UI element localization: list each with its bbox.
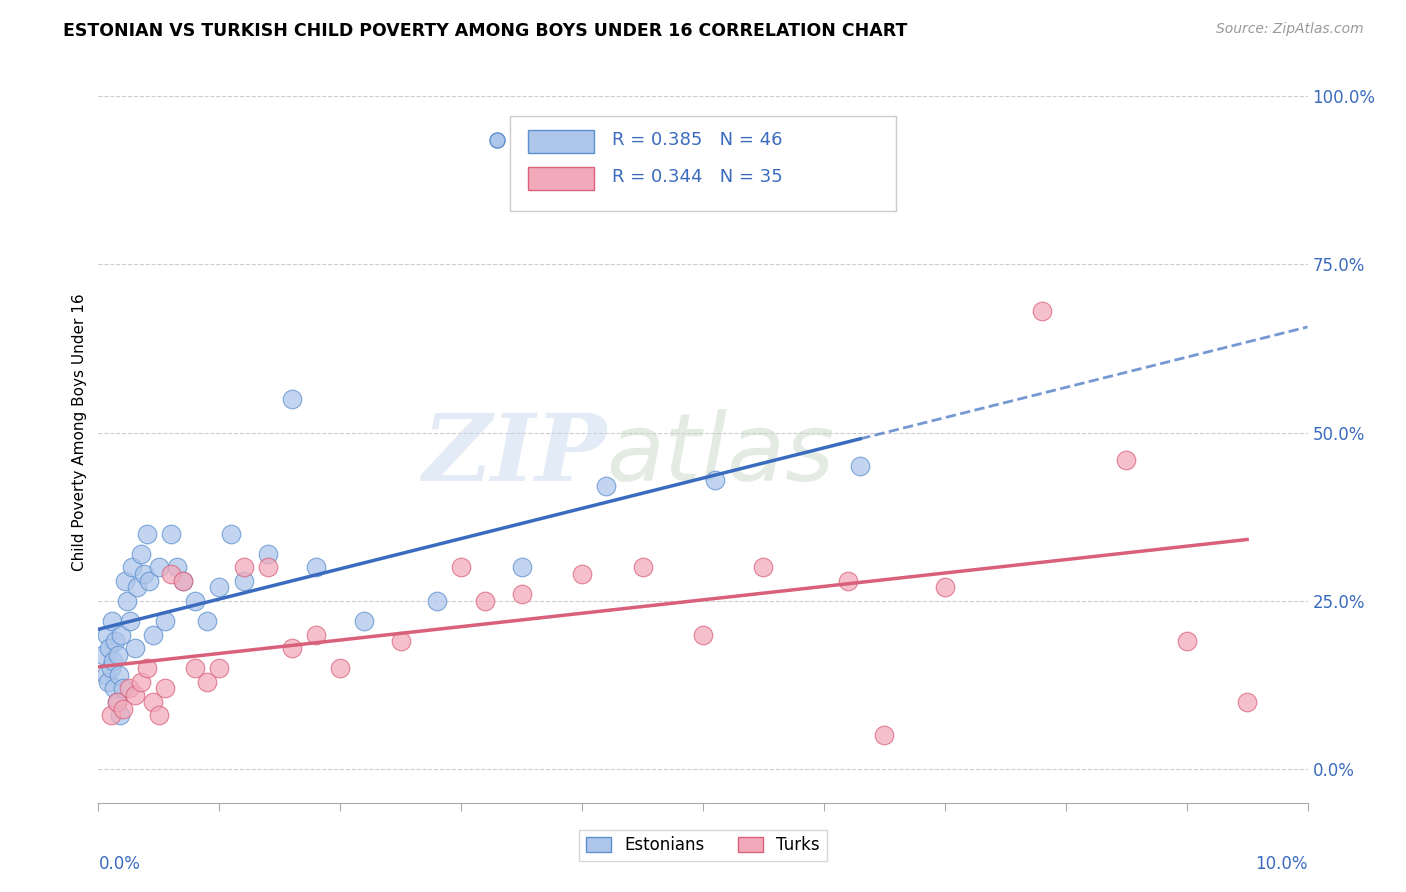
Point [221, 526, 243, 541]
Text: 0.0%: 0.0% [98, 855, 141, 872]
Point [1031, 304, 1053, 318]
Text: Source: ZipAtlas.com: Source: ZipAtlas.com [1216, 22, 1364, 37]
Point [117, 594, 139, 608]
Point [426, 594, 449, 608]
Point [129, 547, 152, 561]
Point [704, 473, 727, 487]
Point [153, 681, 176, 696]
Point [752, 560, 775, 574]
Point [108, 708, 131, 723]
Point [1115, 452, 1137, 467]
Legend: Estonians, Turks: Estonians, Turks [579, 830, 827, 861]
Point [153, 614, 176, 628]
Point [281, 392, 304, 406]
Point [172, 574, 194, 588]
Text: atlas: atlas [606, 409, 835, 500]
Point [329, 661, 352, 675]
Point [208, 581, 231, 595]
Point [94, 668, 117, 682]
Point [510, 560, 533, 574]
Point [100, 614, 122, 628]
FancyBboxPatch shape [509, 116, 897, 211]
Point [100, 708, 122, 723]
Point [837, 574, 859, 588]
Point [103, 681, 125, 696]
Text: R = 0.344   N = 35: R = 0.344 N = 35 [613, 168, 783, 186]
Point [124, 688, 146, 702]
Point [118, 614, 141, 628]
Point [121, 560, 143, 574]
Point [105, 695, 128, 709]
Point [138, 574, 160, 588]
Point [129, 674, 152, 689]
Point [148, 560, 170, 574]
Point [692, 627, 714, 641]
Point [135, 661, 157, 675]
Point [127, 581, 149, 595]
Point [100, 661, 122, 675]
Point [595, 479, 617, 493]
Point [97, 674, 120, 689]
Point [353, 614, 375, 628]
Point [184, 661, 207, 675]
Point [232, 574, 254, 588]
Point [486, 133, 509, 147]
FancyBboxPatch shape [527, 167, 595, 190]
Point [305, 560, 328, 574]
FancyBboxPatch shape [527, 129, 595, 153]
Point [934, 581, 956, 595]
Point [195, 674, 218, 689]
Point [474, 594, 496, 608]
Point [184, 594, 207, 608]
Text: R = 0.385   N = 46: R = 0.385 N = 46 [613, 131, 783, 149]
Point [450, 560, 472, 574]
Point [118, 681, 141, 696]
Point [111, 681, 134, 696]
Y-axis label: Child Poverty Among Boys Under 16: Child Poverty Among Boys Under 16 [72, 293, 87, 572]
Point [96, 627, 118, 641]
Point [873, 729, 896, 743]
Point [105, 695, 128, 709]
Point [104, 634, 127, 648]
Point [172, 574, 194, 588]
Point [195, 614, 218, 628]
Point [114, 574, 136, 588]
Point [389, 634, 412, 648]
Point [142, 627, 165, 641]
Point [281, 640, 304, 655]
Point [208, 661, 231, 675]
Point [110, 627, 132, 641]
Point [135, 526, 157, 541]
Point [849, 459, 872, 474]
Point [142, 695, 165, 709]
Text: 10.0%: 10.0% [1256, 855, 1308, 872]
Point [510, 587, 533, 601]
Point [571, 566, 593, 581]
Point [305, 627, 328, 641]
Point [1175, 634, 1198, 648]
Point [107, 648, 129, 662]
Point [91, 648, 114, 662]
Point [108, 668, 131, 682]
Point [101, 655, 124, 669]
Point [134, 566, 156, 581]
Point [631, 560, 654, 574]
Point [111, 701, 134, 715]
Point [1236, 695, 1258, 709]
Point [166, 560, 188, 574]
Point [160, 566, 183, 581]
Point [256, 547, 278, 561]
Point [256, 560, 278, 574]
Point [148, 708, 170, 723]
Point [232, 560, 254, 574]
Point [124, 640, 146, 655]
Text: ESTONIAN VS TURKISH CHILD POVERTY AMONG BOYS UNDER 16 CORRELATION CHART: ESTONIAN VS TURKISH CHILD POVERTY AMONG … [63, 22, 908, 40]
Point [160, 526, 183, 541]
Point [98, 640, 121, 655]
Text: ZIP: ZIP [422, 409, 606, 500]
